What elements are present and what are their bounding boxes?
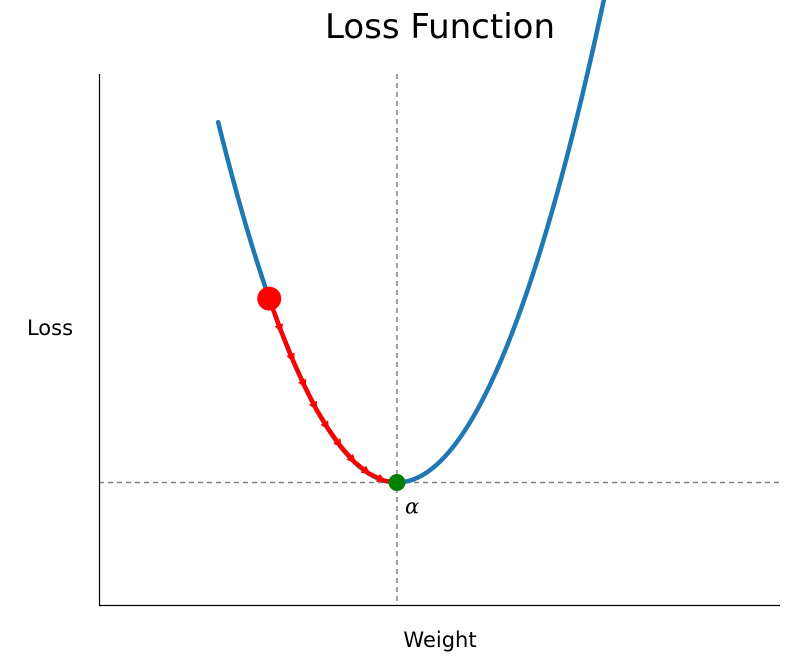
gradient-descent-steps — [267, 297, 399, 487]
y-axis-label: Loss — [27, 316, 73, 340]
gradient-step-arrow — [352, 460, 371, 476]
gradient-step-arrow — [326, 427, 343, 449]
loss-curve-line — [215, 0, 607, 485]
minimum-label: α — [405, 494, 419, 518]
gradient-step-arrow — [339, 445, 357, 464]
reference-lines — [99, 74, 780, 605]
x-axis-label: Weight — [403, 628, 476, 652]
chart-title: Loss Function — [325, 7, 555, 47]
gradient-step-arrow — [367, 471, 386, 483]
start-point-marker — [257, 286, 282, 311]
gradient-step-arrow — [291, 359, 308, 389]
gradient-step-arrow — [314, 407, 330, 431]
gradient-step-arrow — [302, 385, 319, 411]
gradient-step-arrow — [279, 330, 296, 363]
minimum-point-marker — [388, 473, 406, 491]
